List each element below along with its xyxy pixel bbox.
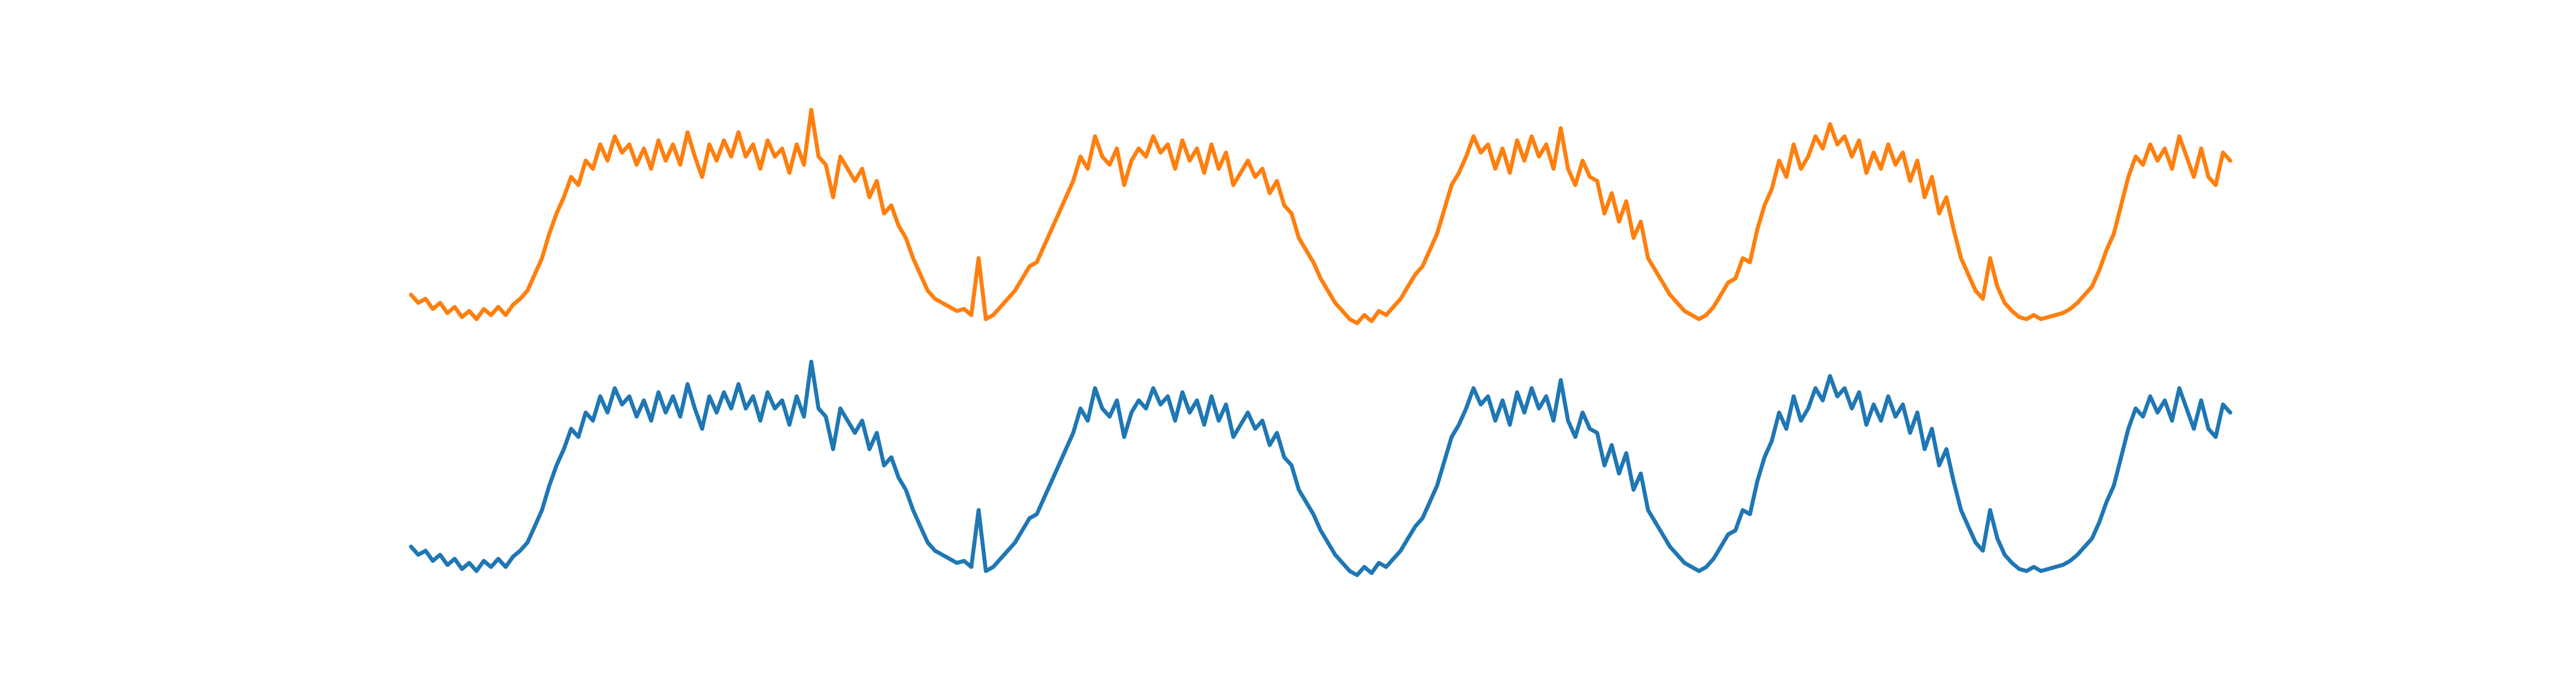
series-line-1 bbox=[409, 108, 2233, 325]
series-panel-bottom bbox=[409, 360, 2233, 577]
series-line-2 bbox=[409, 360, 2233, 577]
series-panel-top bbox=[409, 108, 2233, 325]
